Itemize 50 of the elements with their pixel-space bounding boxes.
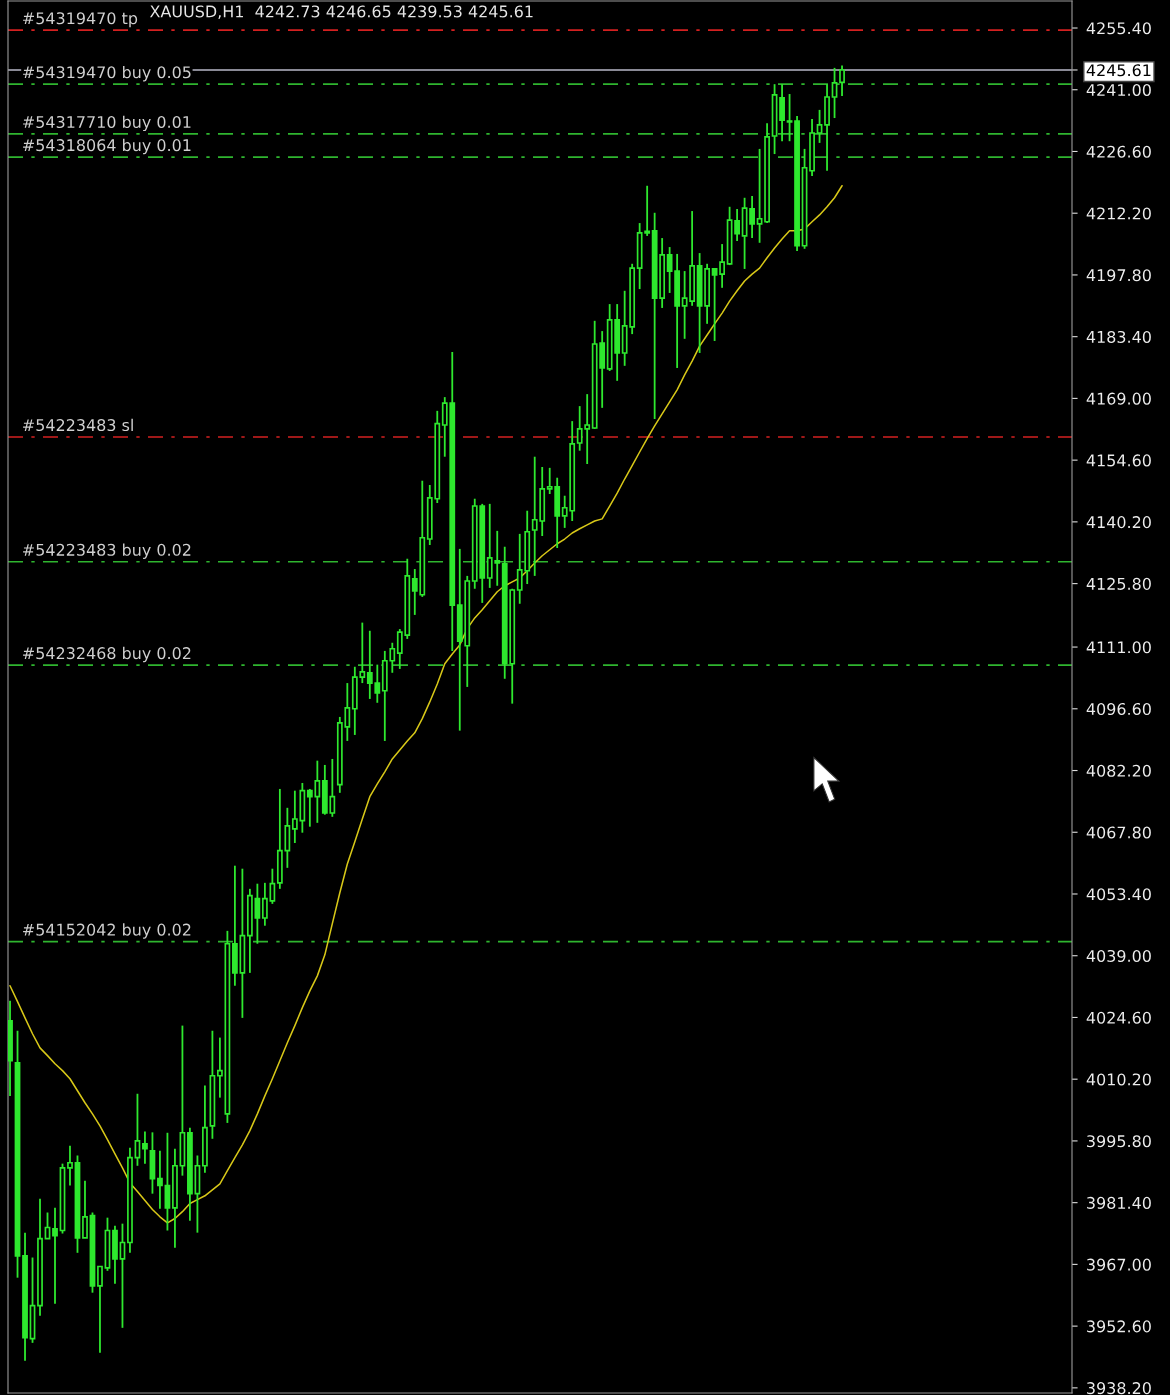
candlestick bbox=[756, 147, 763, 244]
ref-line-label: #54319470 tp bbox=[23, 12, 138, 28]
y-tick-label: 3981.40 bbox=[1087, 1196, 1151, 1209]
y-tick-label: 3967.00 bbox=[1087, 1258, 1151, 1271]
candlestick bbox=[217, 1036, 223, 1099]
y-tick-label: 4226.60 bbox=[1086, 145, 1151, 158]
ref-line-label: #54152042 buy 0.02 bbox=[23, 923, 191, 939]
candlestick bbox=[157, 1149, 163, 1210]
chart-title: XAUUSD,H1 4242.73 4246.65 4239.53 4245.61 bbox=[149, 5, 533, 20]
ref-line-label: #54319470 buy 0.05 bbox=[23, 65, 191, 82]
candlestick bbox=[749, 195, 755, 239]
y-tick-label: 4125.80 bbox=[1086, 577, 1151, 590]
y-tick-label: 4053.40 bbox=[1086, 888, 1151, 901]
y-tick-label: 4082.20 bbox=[1086, 764, 1151, 777]
candlestick bbox=[839, 64, 845, 97]
y-tick-label: 4140.20 bbox=[1086, 516, 1151, 529]
y-tick-label: 4010.20 bbox=[1086, 1073, 1151, 1086]
ref-line-label: #54318064 buy 0.01 bbox=[23, 138, 191, 155]
y-tick-label: 4197.80 bbox=[1086, 269, 1151, 282]
candlestick bbox=[97, 1265, 103, 1354]
ref-line-label: #54317710 buy 0.01 bbox=[23, 115, 191, 132]
y-tick-label: 4212.20 bbox=[1086, 207, 1151, 220]
y-tick-label: 4024.60 bbox=[1086, 1011, 1151, 1024]
candlestick bbox=[142, 1130, 148, 1165]
candlestick bbox=[82, 1179, 88, 1239]
candlestick bbox=[52, 1206, 58, 1305]
y-tick-label: 3995.80 bbox=[1087, 1135, 1151, 1148]
candlestick bbox=[816, 108, 823, 144]
line-series bbox=[9, 185, 843, 1224]
y-tick-label: 4067.80 bbox=[1086, 826, 1151, 839]
y-tick-label: 4039.00 bbox=[1086, 949, 1151, 963]
candlestick bbox=[831, 66, 838, 119]
y-tick-label: 4183.40 bbox=[1086, 330, 1151, 343]
candlestick bbox=[67, 1144, 73, 1187]
candlestick bbox=[44, 1211, 51, 1240]
y-tick-label: 4096.60 bbox=[1086, 703, 1151, 716]
ref-line-label: #54223483 sl bbox=[23, 418, 133, 432]
ref-line-label: #54232468 buy 0.02 bbox=[23, 646, 191, 663]
y-tick-label: 3952.60 bbox=[1087, 1320, 1151, 1333]
y-tick-label: 3938.20 bbox=[1087, 1382, 1151, 1395]
y-tick-label: 4169.00 bbox=[1086, 392, 1151, 405]
ref-line-label: #54223483 buy 0.02 bbox=[23, 543, 191, 559]
y-tick-label: 4255.40 bbox=[1086, 22, 1151, 35]
candlestick bbox=[779, 83, 785, 143]
y-tick-label: 4154.60 bbox=[1086, 454, 1151, 467]
y-tick-label: 4241.00 bbox=[1086, 83, 1151, 97]
y-tick-label: 4245.61 bbox=[1086, 64, 1151, 77]
candlestick bbox=[786, 93, 793, 143]
y-tick-label: 4111.00 bbox=[1086, 641, 1151, 654]
candlestick bbox=[734, 208, 740, 242]
